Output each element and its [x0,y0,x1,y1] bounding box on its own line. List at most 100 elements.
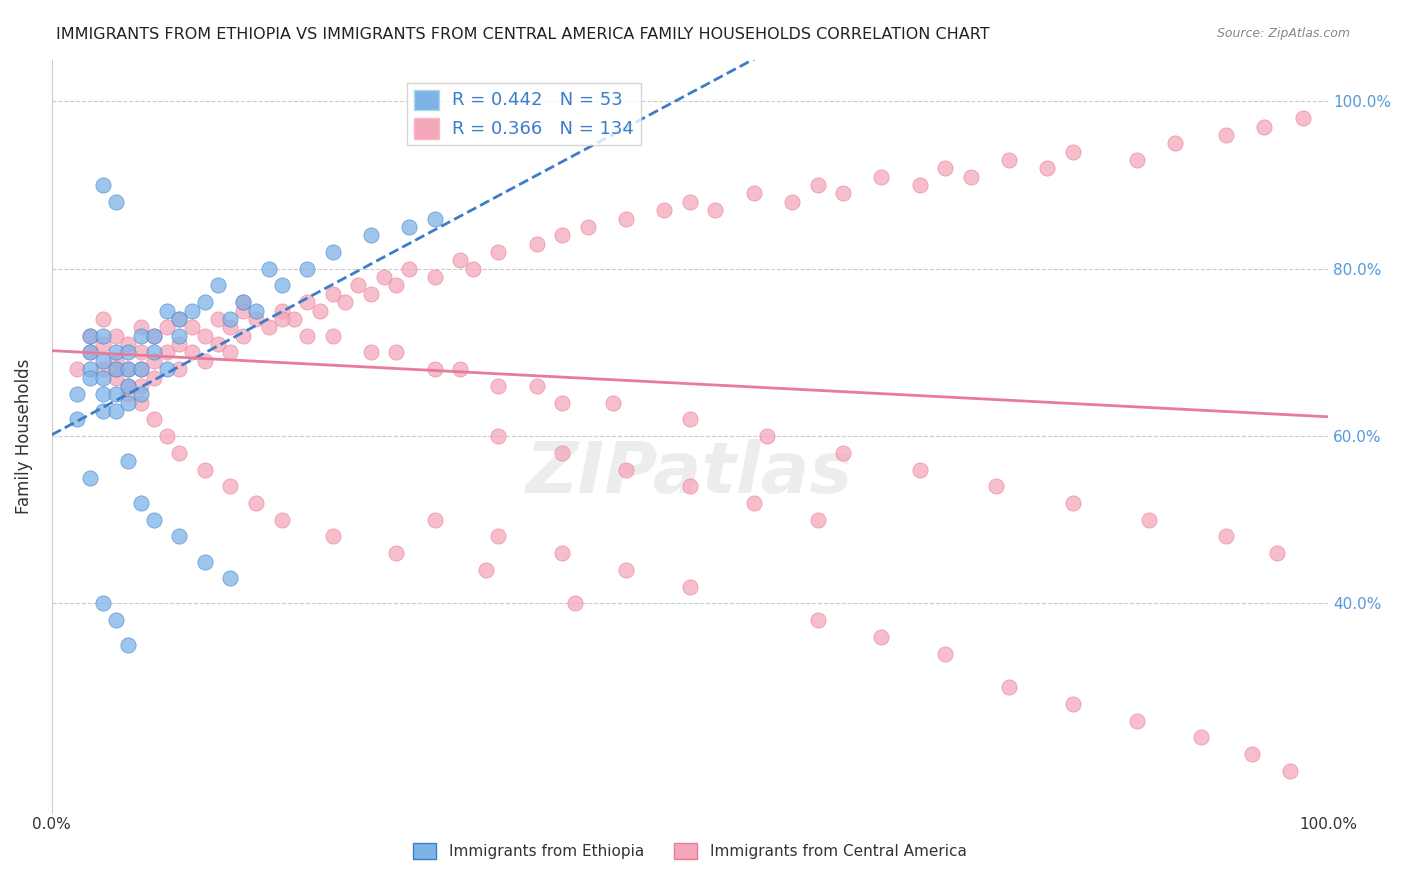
Point [194,353,217,368]
Point [117,379,139,393]
Point [934,647,956,661]
Point [219,479,242,493]
Point [79,345,101,359]
Point [79,471,101,485]
Point [104,194,127,209]
Point [1062,145,1084,159]
Point [614,563,637,577]
Point [1062,496,1084,510]
Point [232,303,254,318]
Point [129,320,152,334]
Point [742,496,765,510]
Point [129,496,152,510]
Point [526,379,548,393]
Point [104,328,127,343]
Point [602,395,624,409]
Point [461,261,484,276]
Point [142,370,165,384]
Point [270,303,292,318]
Point [1215,128,1237,142]
Point [129,362,152,376]
Point [91,404,114,418]
Point [283,312,305,326]
Point [360,286,382,301]
Point [270,312,292,326]
Point [654,203,676,218]
Point [207,278,229,293]
Point [232,295,254,310]
Point [207,312,229,326]
Point [385,546,408,560]
Point [104,362,127,376]
Point [129,387,152,401]
Point [91,337,114,351]
Point [1253,120,1275,134]
Point [104,613,127,627]
Point [295,295,318,310]
Point [551,446,574,460]
Point [91,312,114,326]
Point [129,362,152,376]
Text: IMMIGRANTS FROM ETHIOPIA VS IMMIGRANTS FROM CENTRAL AMERICA FAMILY HOUSEHOLDS CO: IMMIGRANTS FROM ETHIOPIA VS IMMIGRANTS F… [56,27,990,42]
Point [423,362,446,376]
Point [398,219,420,234]
Point [423,270,446,285]
Point [806,178,828,192]
Point [257,320,280,334]
Point [169,312,191,326]
Text: ZIPatlas: ZIPatlas [526,439,853,508]
Point [181,345,204,359]
Point [908,462,931,476]
Point [207,337,229,351]
Point [245,496,267,510]
Point [423,211,446,226]
Point [219,345,242,359]
Point [704,203,727,218]
Point [1062,697,1084,711]
Point [91,178,114,192]
Point [295,261,318,276]
Point [219,571,242,585]
Point [1189,731,1212,745]
Point [398,261,420,276]
Point [488,379,510,393]
Point [998,153,1021,167]
Point [347,278,370,293]
Point [832,446,855,460]
Point [1125,153,1147,167]
Point [245,312,267,326]
Point [1265,546,1288,560]
Point [679,580,702,594]
Point [117,362,139,376]
Point [488,245,510,260]
Point [181,303,204,318]
Point [295,328,318,343]
Point [117,454,139,468]
Point [79,345,101,359]
Point [679,479,702,493]
Point [959,169,981,184]
Point [156,429,179,443]
Point [194,555,217,569]
Point [614,211,637,226]
Point [79,362,101,376]
Point [169,362,191,376]
Point [169,328,191,343]
Point [91,328,114,343]
Point [360,228,382,243]
Point [322,245,344,260]
Point [66,362,89,376]
Point [755,429,778,443]
Point [449,362,471,376]
Point [194,328,217,343]
Point [79,370,101,384]
Point [870,169,893,184]
Point [423,513,446,527]
Point [679,412,702,426]
Point [219,312,242,326]
Point [373,270,395,285]
Point [91,370,114,384]
Point [449,253,471,268]
Point [360,345,382,359]
Point [181,320,204,334]
